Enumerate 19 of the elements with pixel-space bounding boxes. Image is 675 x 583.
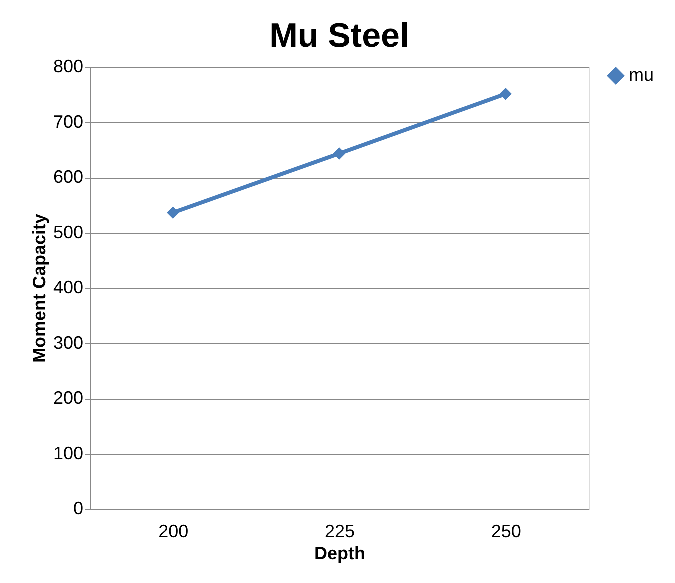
y-axis-title: Moment Capacity — [29, 214, 50, 364]
legend-label: mu — [629, 65, 654, 85]
point — [500, 88, 512, 100]
y-tick-label: 400 — [53, 278, 84, 298]
point — [167, 206, 180, 219]
x-tick-label: 200 — [158, 522, 189, 542]
x-tick-label: 225 — [324, 522, 356, 542]
y-tick-label: 0 — [73, 498, 84, 518]
y-tick-label: 600 — [53, 167, 84, 187]
y-tick-label: 700 — [53, 112, 84, 132]
x-tick-label: 250 — [491, 522, 522, 542]
chart-title: Mu Steel — [270, 17, 410, 55]
y-tick-label: 100 — [53, 443, 84, 464]
x-axis-title: Depth — [314, 544, 366, 564]
point — [333, 148, 346, 160]
y-tick-label: 300 — [53, 332, 84, 353]
y-tick-label: 500 — [53, 222, 84, 242]
y-tick-label: 800 — [53, 56, 84, 76]
y-tick-label: 200 — [53, 388, 84, 408]
